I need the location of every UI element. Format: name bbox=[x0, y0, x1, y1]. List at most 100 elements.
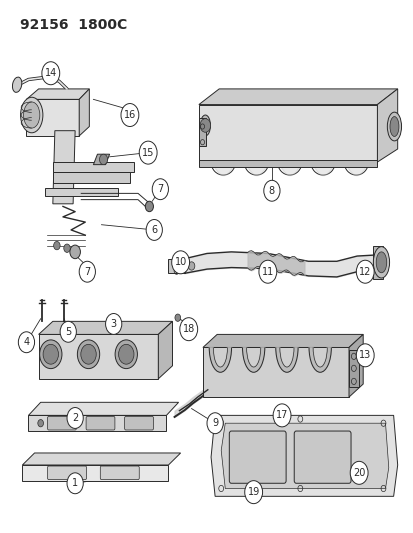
Bar bbox=[198, 118, 206, 147]
Ellipse shape bbox=[43, 344, 58, 364]
Text: 10: 10 bbox=[174, 257, 186, 268]
Text: 17: 17 bbox=[275, 410, 287, 421]
Polygon shape bbox=[377, 89, 397, 162]
Polygon shape bbox=[53, 131, 75, 204]
Text: 19: 19 bbox=[247, 487, 259, 497]
Text: 5: 5 bbox=[65, 327, 71, 337]
FancyBboxPatch shape bbox=[229, 431, 285, 483]
Circle shape bbox=[18, 332, 35, 353]
Text: 13: 13 bbox=[358, 350, 370, 360]
Polygon shape bbox=[28, 402, 178, 415]
Circle shape bbox=[356, 260, 373, 283]
Polygon shape bbox=[242, 348, 264, 372]
Polygon shape bbox=[348, 334, 362, 397]
Circle shape bbox=[171, 251, 189, 274]
Polygon shape bbox=[38, 321, 172, 334]
Polygon shape bbox=[158, 321, 172, 379]
FancyBboxPatch shape bbox=[100, 466, 139, 480]
Circle shape bbox=[38, 419, 43, 427]
Circle shape bbox=[145, 201, 153, 212]
Polygon shape bbox=[22, 465, 168, 481]
Polygon shape bbox=[22, 453, 180, 465]
Polygon shape bbox=[28, 415, 166, 431]
Circle shape bbox=[139, 141, 157, 164]
Circle shape bbox=[199, 119, 210, 132]
Circle shape bbox=[175, 314, 180, 321]
Circle shape bbox=[67, 473, 83, 494]
Polygon shape bbox=[211, 415, 397, 496]
Circle shape bbox=[70, 245, 80, 259]
Circle shape bbox=[99, 154, 107, 165]
FancyBboxPatch shape bbox=[47, 466, 86, 480]
Circle shape bbox=[105, 313, 121, 334]
Polygon shape bbox=[26, 89, 89, 99]
Ellipse shape bbox=[81, 344, 96, 364]
Circle shape bbox=[152, 179, 168, 200]
Text: 11: 11 bbox=[261, 266, 273, 277]
Circle shape bbox=[273, 404, 290, 427]
Circle shape bbox=[244, 481, 262, 504]
Ellipse shape bbox=[12, 77, 22, 92]
Text: 14: 14 bbox=[45, 68, 57, 78]
FancyBboxPatch shape bbox=[124, 416, 153, 430]
Polygon shape bbox=[79, 89, 89, 136]
Ellipse shape bbox=[21, 97, 43, 133]
Ellipse shape bbox=[77, 340, 100, 369]
Text: 2: 2 bbox=[72, 413, 78, 423]
Bar bbox=[373, 246, 382, 279]
Circle shape bbox=[263, 180, 279, 201]
Text: 3: 3 bbox=[110, 319, 116, 329]
Text: 7: 7 bbox=[157, 184, 163, 194]
Circle shape bbox=[146, 220, 162, 240]
Polygon shape bbox=[202, 348, 348, 397]
FancyBboxPatch shape bbox=[294, 431, 350, 483]
Polygon shape bbox=[53, 173, 130, 183]
Polygon shape bbox=[53, 162, 134, 173]
Circle shape bbox=[179, 318, 197, 341]
Text: 4: 4 bbox=[24, 337, 29, 347]
Ellipse shape bbox=[375, 252, 386, 273]
Ellipse shape bbox=[387, 112, 401, 141]
Text: 15: 15 bbox=[142, 148, 154, 158]
FancyBboxPatch shape bbox=[86, 416, 115, 430]
Ellipse shape bbox=[40, 340, 62, 369]
Circle shape bbox=[258, 260, 276, 283]
Ellipse shape bbox=[200, 115, 210, 136]
Circle shape bbox=[67, 408, 83, 429]
Circle shape bbox=[60, 321, 76, 342]
Circle shape bbox=[349, 462, 367, 484]
Text: 20: 20 bbox=[352, 468, 364, 478]
Polygon shape bbox=[348, 350, 358, 386]
Text: 92156  1800C: 92156 1800C bbox=[20, 19, 127, 33]
Circle shape bbox=[42, 62, 59, 85]
Text: 9: 9 bbox=[211, 418, 218, 428]
Ellipse shape bbox=[115, 340, 137, 369]
Polygon shape bbox=[38, 334, 158, 379]
Text: 6: 6 bbox=[151, 225, 157, 235]
Text: 8: 8 bbox=[268, 186, 274, 196]
Text: 12: 12 bbox=[358, 266, 370, 277]
Polygon shape bbox=[198, 89, 397, 104]
Circle shape bbox=[54, 241, 60, 250]
Polygon shape bbox=[209, 348, 231, 372]
Polygon shape bbox=[168, 259, 184, 273]
Circle shape bbox=[64, 244, 70, 253]
Circle shape bbox=[79, 261, 95, 282]
Ellipse shape bbox=[118, 344, 134, 364]
Polygon shape bbox=[198, 104, 377, 162]
Circle shape bbox=[188, 262, 195, 270]
Circle shape bbox=[356, 344, 373, 367]
Polygon shape bbox=[275, 348, 297, 372]
Ellipse shape bbox=[389, 117, 398, 136]
Ellipse shape bbox=[373, 247, 389, 278]
Text: 1: 1 bbox=[72, 478, 78, 488]
Text: 16: 16 bbox=[123, 110, 136, 120]
Text: 7: 7 bbox=[84, 266, 90, 277]
Polygon shape bbox=[45, 188, 117, 196]
Polygon shape bbox=[93, 154, 109, 165]
Circle shape bbox=[206, 413, 223, 434]
Circle shape bbox=[121, 103, 138, 126]
Text: 18: 18 bbox=[182, 324, 195, 334]
FancyBboxPatch shape bbox=[47, 416, 76, 430]
Polygon shape bbox=[221, 423, 388, 488]
